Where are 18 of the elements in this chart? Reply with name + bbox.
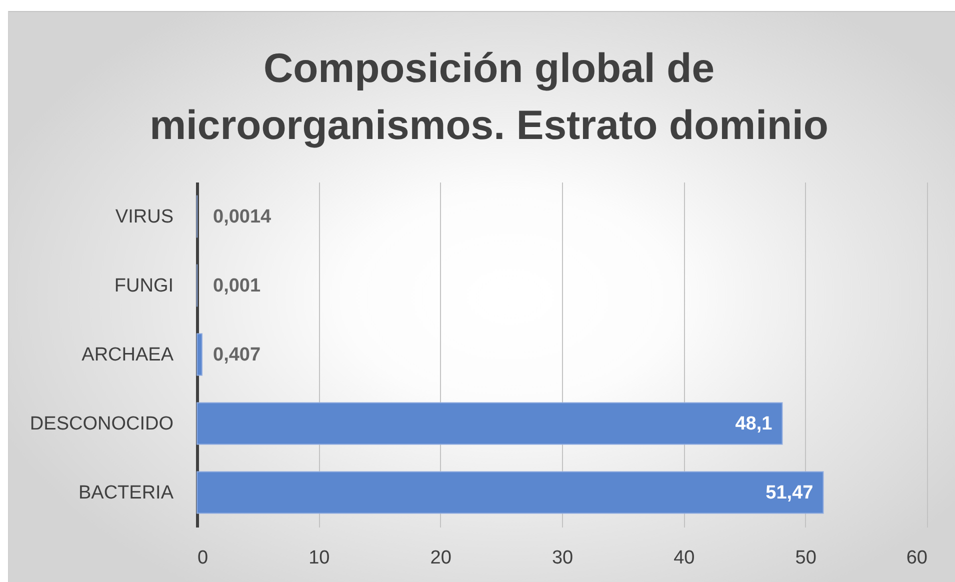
x-tick-label: 20 xyxy=(430,548,452,568)
y-tick-label: FUNGI xyxy=(114,276,174,296)
x-tick-label: 10 xyxy=(308,548,330,568)
x-tick-label: 0 xyxy=(198,548,208,568)
data-label: 0,0014 xyxy=(213,206,272,228)
chart-title: Composición global de microorganismos. Estrato dominio xyxy=(150,45,828,148)
data-label: 0,001 xyxy=(213,276,261,296)
y-tick-label: DESCONOCIDO xyxy=(30,414,174,434)
x-tick-label: 30 xyxy=(552,548,574,568)
data-label: 51,47 xyxy=(766,482,814,504)
x-tick-label: 50 xyxy=(795,548,816,568)
y-tick-label: BACTERIA xyxy=(78,482,174,504)
data-label: 0,407 xyxy=(213,344,261,366)
data-label: 48,1 xyxy=(735,414,773,434)
x-tick-label: 60 xyxy=(906,548,928,568)
y-tick-label: ARCHAEA xyxy=(82,344,174,366)
x-tick-label: 40 xyxy=(674,548,695,568)
y-tick-label: VIRUS xyxy=(115,206,174,228)
